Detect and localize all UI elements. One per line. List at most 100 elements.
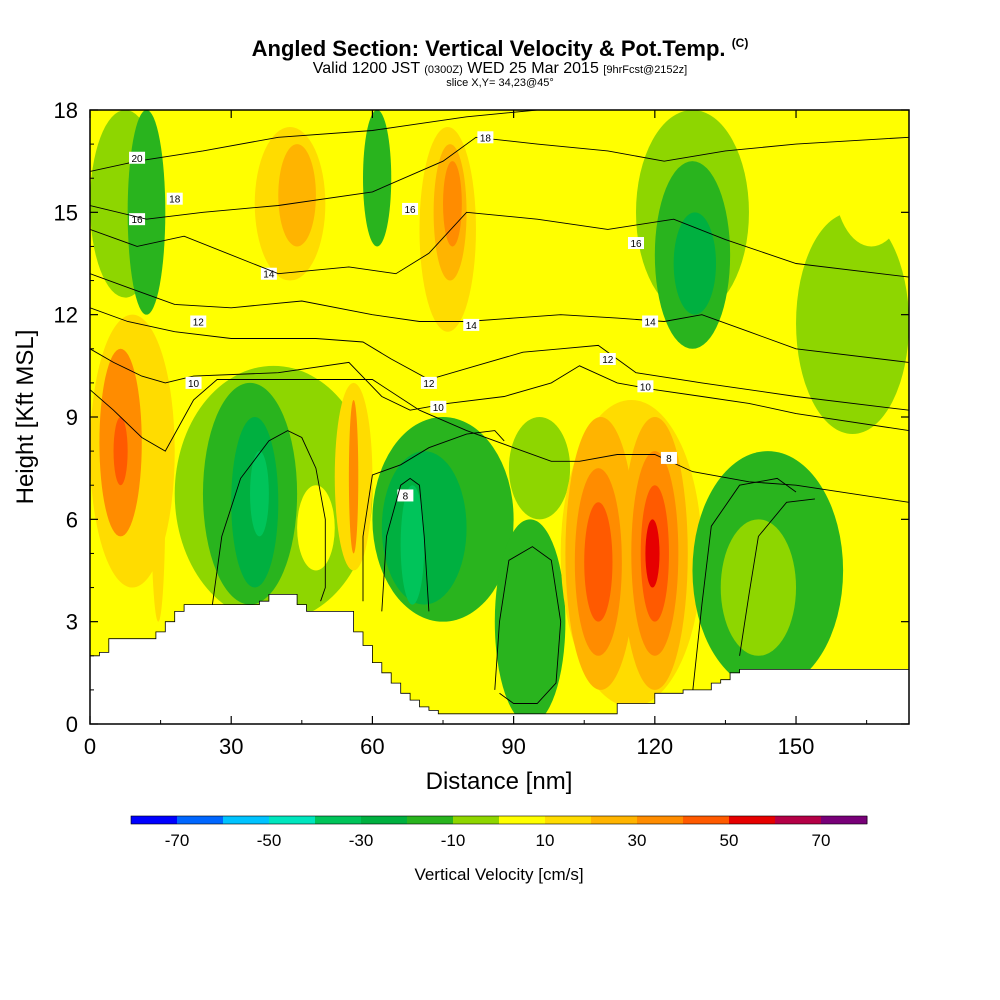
velocity-cell-3 — [113, 417, 128, 486]
contour-label-text: 16 — [630, 239, 642, 250]
contour-label-text: 14 — [645, 317, 657, 328]
velocity-cell-25 — [443, 161, 462, 247]
velocity-cell-41 — [796, 212, 909, 435]
terrain-outline — [90, 594, 909, 715]
valid-date: WED 25 Mar 2015 — [467, 60, 599, 77]
terrain — [90, 594, 909, 724]
contour-label-text: 10 — [640, 382, 652, 393]
contour-label-text: 12 — [423, 379, 435, 390]
contour-label-text: 18 — [480, 133, 492, 144]
colorbar: -70 -50 -30 -10 10 30 50 70 — [130, 815, 868, 850]
contour-extra-3 — [494, 546, 562, 704]
contour-extra-5 — [739, 498, 815, 656]
colorbar-frame — [130, 815, 868, 825]
contour-label-bg — [660, 451, 677, 464]
x-tick-label: 0 — [84, 734, 96, 759]
contour-label-10-2: 10 — [637, 380, 654, 393]
contour-label-text: 20 — [132, 154, 144, 165]
colorbar-swatch-10 — [591, 816, 638, 824]
velocity-cell-40 — [720, 519, 797, 656]
contour-8 — [90, 379, 909, 503]
contour-label-12-2: 12 — [599, 353, 616, 366]
pot-temp-contours: 8 8 10 10 10 12 12 12 14 14 14 16 16 16 18 18 20 — [90, 110, 909, 704]
velocity-cell-38 — [673, 212, 717, 315]
colorbar-swatch-4 — [315, 816, 362, 824]
colorbar-swatch-11 — [637, 816, 684, 824]
contour-label-16-1: 16 — [402, 202, 419, 216]
colorbar-title: Vertical Velocity [cm/s] — [414, 865, 583, 884]
contour-extra-1 — [362, 430, 505, 602]
y-tick-label: 3 — [66, 610, 78, 635]
y-tick-label: 0 — [66, 712, 78, 737]
y-tick-label: 9 — [66, 405, 78, 430]
velocity-cell-5 — [151, 382, 166, 622]
contour-label-8-0: 8 — [397, 489, 414, 502]
x-tick-label: 150 — [778, 734, 815, 759]
contour-label-14-0: 14 — [260, 267, 277, 281]
x-axis-title: Distance [nm] — [426, 768, 573, 795]
contour-label-bg — [129, 151, 146, 164]
colorbar-swatch-9 — [545, 816, 592, 824]
contour-label-12-0: 12 — [190, 315, 207, 328]
contour-label-10-1: 10 — [430, 400, 447, 414]
contour-14 — [90, 273, 909, 363]
contour-label-bg — [463, 318, 480, 331]
velocity-cell-31 — [584, 502, 613, 622]
colorbar-swatch-1 — [177, 816, 224, 824]
contour-label-10-0: 10 — [185, 376, 202, 390]
colorbar-swatch-15 — [821, 816, 868, 824]
velocity-cell-27 — [508, 417, 571, 520]
velocity-cell-15 — [297, 485, 335, 571]
slice-info: slice X,Y= 34,23@45° — [446, 77, 554, 89]
colorbar-tick-label: -10 — [441, 831, 466, 850]
velocity-cell-11 — [250, 451, 269, 537]
contour-label-text: 12 — [193, 317, 205, 328]
colorbar-swatch-2 — [223, 816, 270, 824]
velocity-cell-14 — [278, 144, 316, 247]
contour-label-bg — [637, 380, 654, 393]
contour-label-bg — [185, 376, 202, 389]
colorbar-tick-label: -30 — [349, 831, 374, 850]
contour-label-bg — [642, 315, 659, 328]
contour-label-12-1: 12 — [420, 376, 437, 390]
contour-16 — [90, 211, 909, 278]
contour-extra-4 — [692, 477, 797, 694]
contour-label-text: 16 — [405, 205, 417, 216]
velocity-cell-20 — [381, 451, 467, 605]
contour-label-text: 10 — [188, 379, 200, 390]
axes: 0 30 60 90 120 150 0 3 6 9 12 15 18 — [54, 98, 909, 759]
contour-label-text: 14 — [466, 321, 478, 332]
contour-label-bg — [420, 376, 437, 389]
contour-label-bg — [628, 237, 644, 250]
x-tick-label: 60 — [360, 734, 384, 759]
contour-label-18-1: 18 — [477, 131, 494, 144]
colorbar-swatch-3 — [269, 816, 316, 824]
contour-extra-2 — [381, 477, 430, 612]
contour-label-bg — [397, 489, 414, 502]
contour-18 — [90, 136, 909, 220]
contour-label-bg — [190, 315, 207, 328]
velocity-cell-21 — [400, 485, 425, 605]
colorbar-tick-label: 50 — [720, 831, 739, 850]
colorbar-swatch-14 — [775, 816, 822, 824]
contour-label-text: 12 — [602, 355, 614, 366]
colorbar-swatch-5 — [361, 816, 408, 824]
x-tick-label: 120 — [636, 734, 673, 759]
chart-title-text: Angled Section: Vertical Velocity & Pot.… — [251, 36, 726, 61]
velocity-cell-17 — [348, 399, 359, 554]
valid-utc: (0300Z) — [424, 64, 463, 76]
contour-label-text: 8 — [403, 491, 409, 502]
x-tick-label: 30 — [219, 734, 243, 759]
colorbar-swatch-12 — [683, 816, 730, 824]
velocity-cell-42 — [833, 110, 909, 247]
contour-label-text: 18 — [169, 195, 181, 206]
colorbar-tick-label: 10 — [536, 831, 555, 850]
contour-label-14-2: 14 — [642, 315, 659, 328]
contour-label-bg — [477, 131, 494, 144]
velocity-cell-12 — [212, 110, 265, 281]
valid-time: Valid 1200 JST — [312, 60, 420, 77]
y-tick-label: 12 — [54, 303, 78, 328]
y-axis-title: Height [Kft MSL] — [12, 330, 39, 505]
contour-10 — [90, 348, 909, 432]
